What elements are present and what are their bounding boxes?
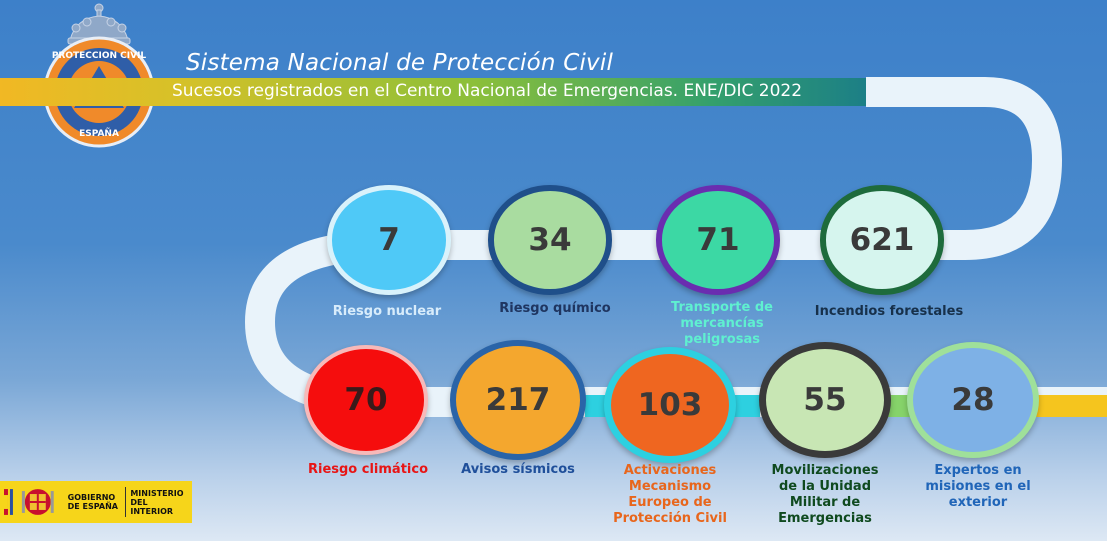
ministerio-text: MINISTERIO DEL INTERIOR: [130, 488, 184, 516]
stat-label: Riesgo químico: [499, 301, 610, 317]
stat-circle: 621: [820, 185, 944, 295]
stat-label: Movilizaciones de la Unidad Militar de Emer…: [772, 463, 879, 527]
stat-label-line: peligrosas: [684, 332, 760, 347]
proteccion-civil-shield-logo: PROTECCION CIVIL ESPAÑA: [43, 3, 155, 148]
stat-circle: 103: [604, 346, 736, 464]
stat-label-line: Riesgo climático: [307, 462, 429, 477]
stat-label: Transporte de mercancías peligrosas: [671, 300, 773, 348]
shield-ring-bottom-text: ESPAÑA: [79, 128, 119, 139]
stat-label-line: mercancías: [680, 316, 764, 331]
stat-circle: 71: [656, 185, 780, 295]
stat-label: Activaciones Mecanismo Europeo de Protecció…: [613, 463, 727, 527]
stat-value: 71: [696, 221, 740, 258]
stat-label-line: Riesgo químico: [499, 301, 611, 316]
stat-circle: 70: [304, 345, 428, 455]
stat-label-line: Riesgo nuclear: [332, 304, 442, 319]
government-logo-bar: GOBIERNO DE ESPAÑA MINISTERIO DEL INTERI…: [0, 481, 192, 523]
stat-value: 70: [344, 381, 388, 418]
stat-label-line: Transporte de: [671, 300, 773, 315]
stat-circle: 217: [450, 340, 586, 460]
stat-value: 621: [849, 221, 915, 258]
stat-label-line: Incendios forestales: [814, 304, 964, 319]
stat-label-line: Europeo de: [628, 495, 712, 510]
stat-label-line: Militar de: [789, 495, 861, 510]
stat-circle: 7: [327, 185, 451, 295]
stat-label-line: Expertos en: [934, 463, 1022, 478]
stat-circle: 55: [759, 341, 891, 459]
stat-label-line: Avisos sísmicos: [461, 462, 575, 477]
shield-ring-text: PROTECCION CIVIL: [52, 51, 147, 61]
stat-value: 103: [637, 386, 703, 423]
stat-label-line: exterior: [948, 495, 1008, 510]
stat-label: Riesgo nuclear: [333, 304, 441, 320]
stat-label-line: misiones en el: [925, 479, 1031, 494]
stat-label-line: Emergencias: [778, 511, 872, 526]
stat-label: Avisos sísmicos: [461, 462, 575, 478]
page-subtitle: Sucesos registrados en el Centro Naciona…: [172, 81, 803, 101]
stat-circle: 28: [907, 341, 1039, 459]
stat-value: 7: [378, 221, 400, 258]
stat-label-line: Activaciones: [623, 463, 717, 478]
coat-of-arms-icon: [4, 489, 54, 515]
stat-label-line: Protección Civil: [613, 511, 727, 526]
gobierno-text: GOBIERNO DE ESPAÑA: [67, 493, 118, 511]
stat-label-line: de la Unidad: [778, 479, 872, 494]
stat-label-line: Movilizaciones: [771, 463, 879, 478]
stat-value: 28: [951, 381, 995, 418]
stat-label: Riesgo climático: [308, 462, 428, 478]
stat-circle: 34: [488, 185, 612, 295]
stat-value: 55: [803, 381, 847, 418]
stat-value: 34: [528, 221, 572, 258]
subtitle-banner: [0, 78, 866, 106]
page-title: Sistema Nacional de Protección Civil: [186, 50, 614, 76]
stat-label: Incendios forestales: [815, 304, 963, 320]
stat-value: 217: [485, 381, 551, 418]
stat-label: Expertos en misiones en el exterior: [925, 463, 1030, 511]
stat-label-line: Mecanismo: [628, 479, 712, 494]
